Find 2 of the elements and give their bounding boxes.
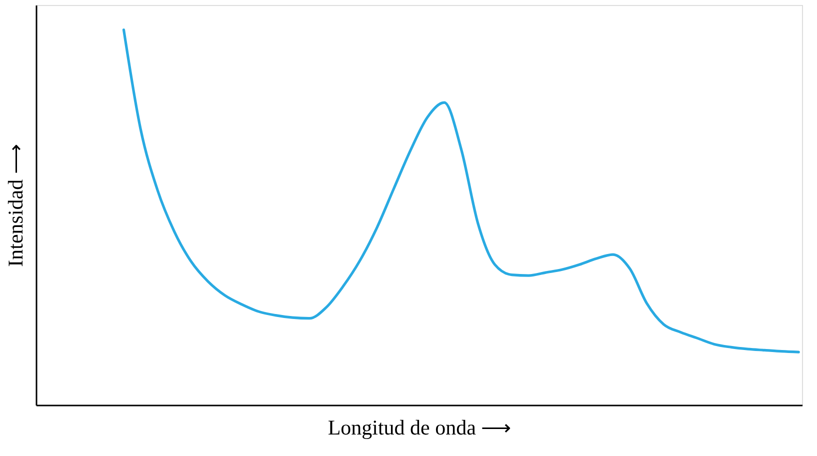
y-axis-title: Intensidad ⟶ [4,144,28,267]
x-axis-title: Longitud de onda ⟶ [328,416,512,440]
